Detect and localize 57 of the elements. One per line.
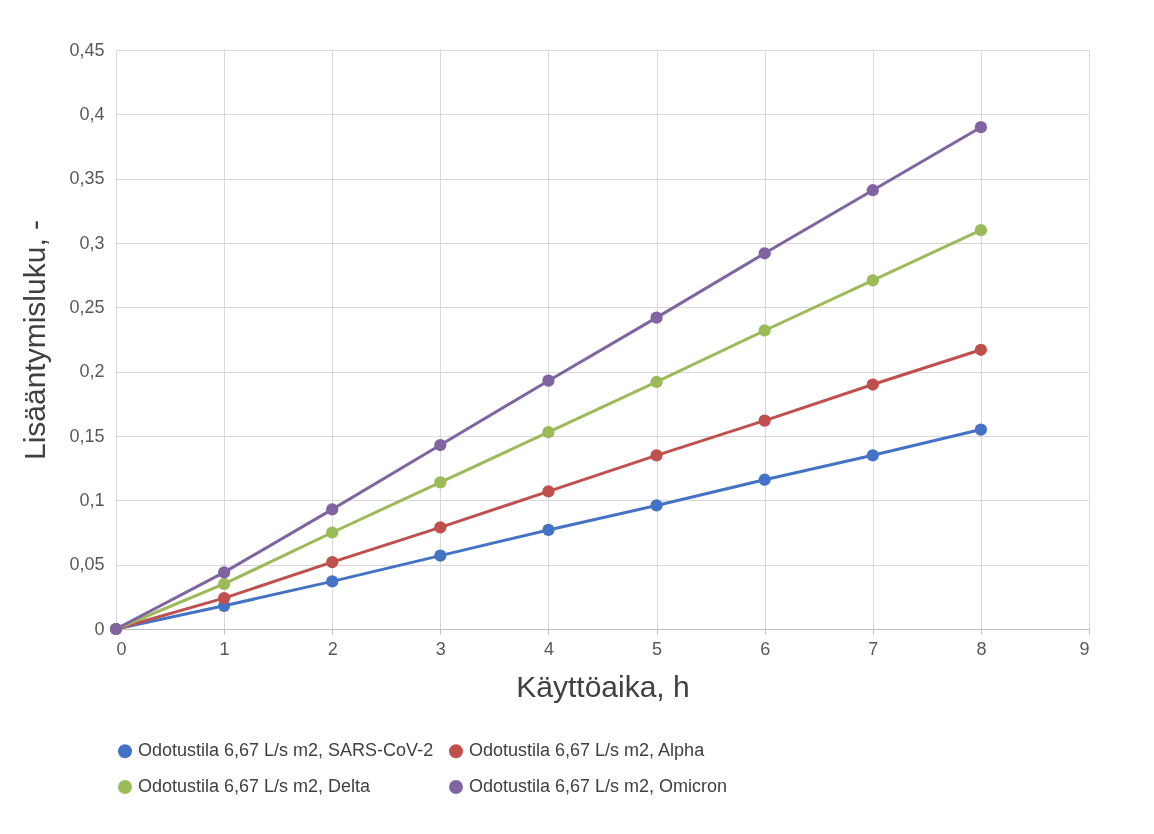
x-tick-label: 7	[868, 638, 879, 659]
y-tick-label: 0,1	[79, 489, 105, 510]
point	[758, 473, 771, 486]
point	[974, 423, 988, 436]
point	[434, 438, 447, 452]
x-axis-title: Käyttöaika, h	[516, 669, 690, 703]
point	[974, 343, 988, 356]
point	[434, 521, 447, 534]
y-tick-label: 0,15	[69, 425, 105, 446]
point	[758, 247, 771, 260]
point	[217, 566, 231, 579]
point	[866, 274, 879, 287]
point	[217, 592, 231, 605]
y-tick-label: 0,4	[79, 103, 105, 124]
point	[542, 523, 555, 537]
x-tick-label: 6	[760, 638, 771, 659]
point	[650, 499, 663, 512]
y-tick-label: 0,45	[69, 39, 105, 60]
point	[650, 311, 663, 324]
point	[866, 184, 879, 197]
legend-label: Odotustila 6,67 L/s m2, SARS-CoV-2	[138, 740, 434, 761]
point	[542, 374, 555, 387]
point	[217, 577, 231, 591]
x-tick-label: 9	[1079, 638, 1090, 659]
point	[326, 503, 339, 516]
legend-label: Odotustila 6,67 L/s m2, Alpha	[469, 740, 706, 761]
point	[974, 121, 988, 134]
legend-label: Odotustila 6,67 L/s m2, Omicron	[469, 776, 728, 796]
point	[974, 224, 988, 237]
x-tick-label: 3	[435, 638, 446, 659]
point	[650, 449, 663, 462]
point	[542, 485, 555, 498]
y-tick-label: 0	[94, 618, 105, 639]
x-tick-label: 0	[116, 638, 127, 659]
point	[326, 575, 339, 588]
x-tick-label: 1	[219, 638, 230, 659]
x-tick-label: 2	[327, 638, 338, 659]
point	[866, 378, 879, 391]
legend-label: Odotustila 6,67 L/s m2, Delta	[138, 776, 372, 796]
y-tick-label: 0,2	[79, 361, 105, 382]
point	[758, 414, 771, 427]
point	[326, 555, 339, 569]
point	[434, 549, 447, 562]
x-tick-label: 8	[976, 638, 987, 659]
y-tick-label: 0,05	[69, 554, 105, 575]
y-tick-label: 0,35	[69, 168, 105, 189]
point	[542, 426, 555, 439]
point	[434, 476, 447, 489]
y-tick-label: 0,25	[69, 296, 105, 317]
point	[866, 449, 879, 462]
point	[758, 324, 771, 337]
y-axis-title: Lisääntymisluku, -	[18, 219, 52, 461]
point	[326, 526, 339, 539]
y-tick-label: 0,3	[79, 232, 105, 253]
point	[650, 375, 663, 389]
x-tick-label: 4	[543, 638, 554, 659]
x-tick-label: 5	[652, 638, 663, 659]
